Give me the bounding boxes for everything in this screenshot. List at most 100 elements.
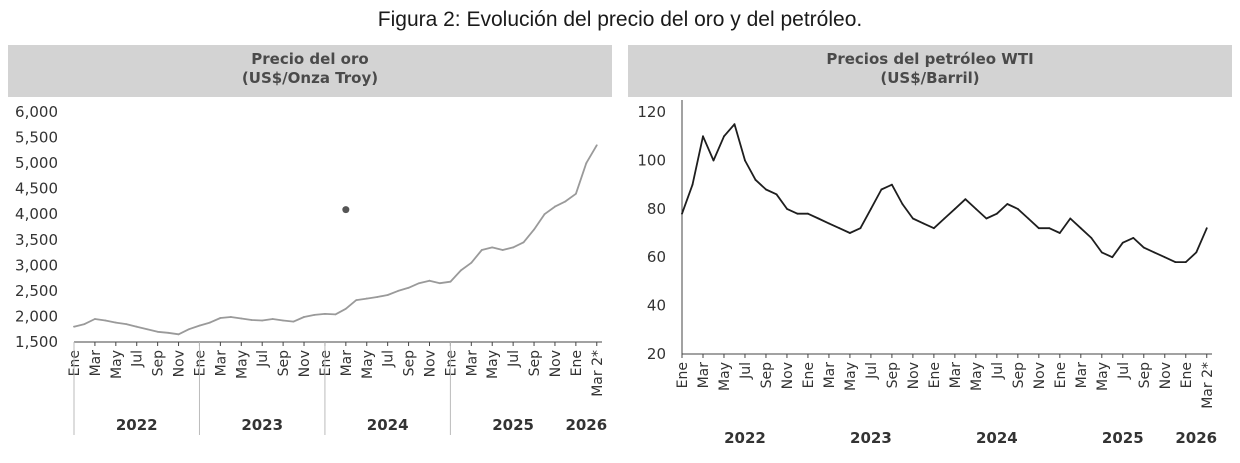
gold-data-point [355,299,358,301]
oil-xtick-label: Ene [1053,362,1069,388]
oil-data-point [1058,232,1061,234]
gold-xtick-label: Sep [402,350,418,377]
oil-data-point [712,159,715,162]
oil-data-point [870,207,872,210]
gold-data-point [522,241,525,244]
oil-data-point [1132,236,1135,239]
gold-xtick-label: Sep [151,350,167,377]
oil-xtick-label: Jul [1116,362,1132,380]
gold-data-point [344,307,347,310]
gold-chart-header: Precio del oro (US$/Onza Troy) [8,45,612,97]
gold-xtick-label: Mar 2* [590,350,606,397]
gold-year-label: 2024 [367,416,409,434]
oil-data-point [1174,261,1177,263]
oil-data-point [911,217,914,220]
gold-xtick-label: Jul [506,350,522,368]
gold-data-point [229,316,232,318]
oil-data-point [932,227,935,230]
gold-data-point [94,318,96,320]
gold-ytick-label: 4,500 [15,180,58,198]
oil-data-point [786,207,788,210]
gold-data-point [292,320,295,323]
oil-data-point [943,217,946,220]
gold-ytick-label: 5,500 [15,129,58,147]
gold-data-point [250,319,253,321]
gold-xtick-label: Ene [318,350,334,376]
gold-data-point [303,316,305,318]
gold-ytick-label: 2,000 [15,307,58,325]
gold-data-point [334,313,337,316]
oil-ytick-label: 40 [647,297,666,315]
gold-data-point [135,325,138,328]
oil-chart-header: Precios del petróleo WTI (US$/Barril) [628,45,1232,97]
oil-xtick-label: Nov [1032,362,1048,389]
oil-year-label: 2023 [850,429,892,447]
gold-year-label: 2025 [492,416,534,434]
gold-xtick-label: May [485,350,501,379]
oil-xtick-label: Jul [738,362,754,380]
oil-data-point [828,222,830,225]
gold-data-point [470,261,473,264]
gold-year-label: 2023 [241,416,283,434]
gold-xtick-label: Nov [548,350,564,377]
oil-data-point [1069,217,1072,220]
gold-data-point [365,297,368,300]
oil-data-point [838,227,841,230]
oil-data-point [1111,256,1114,259]
gold-panel: Precio del oro (US$/Onza Troy) 1,500 2,00… [8,45,612,450]
gold-ytick-label: 5,000 [15,154,58,172]
oil-chart-title: Precios del petróleo WTI [826,50,1034,68]
oil-xtick-label: Sep [1011,362,1027,389]
gold-xtick-label: Mar [464,350,480,377]
oil-data-point [880,188,883,191]
oil-data-point [1079,227,1082,230]
oil-xtick-label: May [1095,362,1111,391]
gold-data-point [125,323,128,326]
gold-ytick-label: 1,500 [15,333,58,351]
oil-xtick-label: Jul [990,362,1006,380]
oil-xtick-label: Sep [759,362,775,389]
gold-data-point [480,249,483,251]
gold-xtick-label: Nov [422,350,438,377]
oil-data-point [995,212,998,215]
oil-data-point [1121,241,1124,244]
oil-data-point [1048,227,1051,230]
oil-xtick-label: Nov [780,362,796,389]
gold-xtick-label: Sep [527,350,543,377]
gold-xtick-label: Mar [213,350,229,377]
oil-data-point [702,135,704,138]
gold-data-point [261,319,264,322]
gold-data-point [595,144,598,147]
oil-data-point [1100,251,1103,254]
oil-data-point [691,183,694,186]
gold-chart-title: Precio del oro [251,50,369,68]
gold-data-point [83,323,86,326]
gold-xtick-label: Sep [276,350,292,377]
oil-data-point [1037,227,1040,230]
gold-data-point [156,330,159,333]
gold-data-point [167,331,169,334]
gold-xtick-label: Mar [88,350,104,377]
gold-data-point [282,319,285,322]
oil-data-point [1016,207,1019,210]
oil-xtick-label: Sep [1137,362,1153,389]
oil-xtick-label: Mar [822,362,838,389]
gold-data-point [439,282,441,285]
gold-year-label: 2026 [565,416,607,434]
gold-xtick-label: Mar [339,350,355,377]
oil-series-line [681,123,1208,264]
oil-year-label: 2024 [976,429,1018,447]
oil-data-point [723,135,725,138]
gold-data-point [177,333,180,336]
gold-data-point [209,321,211,324]
oil-xtick-label: May [969,362,985,391]
gold-data-point [397,289,400,292]
gold-xtick-label: Ene [443,350,459,376]
oil-data-point [964,198,967,201]
oil-ytick-label: 120 [637,103,666,121]
gold-xtick-label: Ene [67,350,83,376]
gold-xtick-label: May [234,350,250,379]
oil-data-point [1163,256,1166,259]
gold-chart: 1,500 2,000 2,500 3,000 3,500 4,000 4,500 5,000… [15,103,607,435]
oil-data-point [1153,251,1156,254]
